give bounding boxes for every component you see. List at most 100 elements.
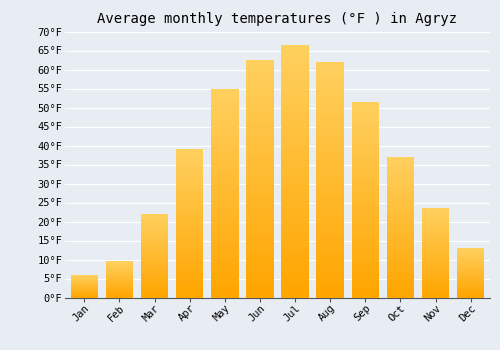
Bar <box>352 288 379 291</box>
Bar <box>282 293 309 298</box>
Bar <box>106 287 133 288</box>
Bar <box>211 89 238 92</box>
Bar <box>457 260 484 261</box>
Bar <box>352 151 379 154</box>
Bar <box>352 248 379 252</box>
Bar <box>422 245 450 247</box>
Bar <box>386 255 414 258</box>
Bar <box>70 283 98 284</box>
Bar <box>211 290 238 294</box>
Bar <box>211 294 238 298</box>
Bar <box>282 205 309 209</box>
Bar <box>246 127 274 131</box>
Bar <box>211 280 238 284</box>
Bar <box>246 80 274 84</box>
Bar <box>316 125 344 129</box>
Bar <box>141 282 169 284</box>
Bar <box>141 242 169 243</box>
Bar <box>422 262 450 263</box>
Bar <box>211 252 238 256</box>
Bar <box>246 119 274 123</box>
Bar <box>422 248 450 250</box>
Bar <box>70 297 98 298</box>
Bar <box>422 223 450 225</box>
Bar <box>176 295 204 298</box>
Bar <box>176 191 204 194</box>
Bar <box>386 293 414 295</box>
Bar <box>352 167 379 170</box>
Bar <box>141 262 169 264</box>
Bar <box>70 287 98 288</box>
Bar <box>422 228 450 229</box>
Bar <box>422 286 450 287</box>
Bar <box>141 246 169 247</box>
Bar <box>141 236 169 238</box>
Bar <box>176 176 204 179</box>
Bar <box>457 248 484 249</box>
Bar <box>352 196 379 200</box>
Bar <box>176 167 204 169</box>
Bar <box>422 265 450 266</box>
Bar <box>352 242 379 245</box>
Bar <box>316 89 344 93</box>
Bar <box>176 288 204 290</box>
Bar <box>422 274 450 275</box>
Bar <box>246 96 274 100</box>
Bar <box>316 290 344 294</box>
Bar <box>316 176 344 180</box>
Bar <box>176 248 204 251</box>
Bar <box>352 213 379 216</box>
Bar <box>141 245 169 246</box>
Bar <box>282 154 309 159</box>
Bar <box>282 234 309 239</box>
Bar <box>211 224 238 228</box>
Bar <box>211 270 238 273</box>
Bar <box>282 91 309 95</box>
Bar <box>176 260 204 263</box>
Bar <box>316 180 344 184</box>
Bar <box>246 210 274 214</box>
Bar <box>352 190 379 193</box>
Bar <box>246 234 274 238</box>
Bar <box>386 281 414 284</box>
Bar <box>316 136 344 140</box>
Bar <box>457 290 484 291</box>
Bar <box>422 268 450 269</box>
Bar <box>246 92 274 96</box>
Bar <box>211 284 238 287</box>
Bar <box>457 258 484 259</box>
Bar <box>282 74 309 78</box>
Bar <box>316 85 344 89</box>
Bar <box>211 287 238 290</box>
Bar <box>422 256 450 257</box>
Bar <box>282 251 309 256</box>
Bar <box>211 155 238 158</box>
Bar <box>422 293 450 294</box>
Bar <box>282 213 309 217</box>
Bar <box>176 186 204 189</box>
Bar <box>352 265 379 268</box>
Bar <box>352 183 379 187</box>
Bar <box>211 266 238 270</box>
Bar <box>316 266 344 270</box>
Bar <box>352 203 379 206</box>
Bar <box>316 144 344 148</box>
Bar <box>457 269 484 270</box>
Bar <box>282 83 309 87</box>
Bar <box>316 231 344 234</box>
Bar <box>282 138 309 142</box>
Bar <box>352 245 379 248</box>
Bar <box>141 217 169 218</box>
Bar <box>70 288 98 289</box>
Bar <box>141 260 169 261</box>
Bar <box>141 247 169 249</box>
Bar <box>457 266 484 267</box>
Bar <box>176 184 204 186</box>
Bar <box>386 166 414 169</box>
Bar <box>352 128 379 131</box>
Bar <box>246 175 274 179</box>
Bar <box>316 109 344 113</box>
Bar <box>422 259 450 260</box>
Bar <box>282 133 309 138</box>
Bar <box>211 179 238 183</box>
